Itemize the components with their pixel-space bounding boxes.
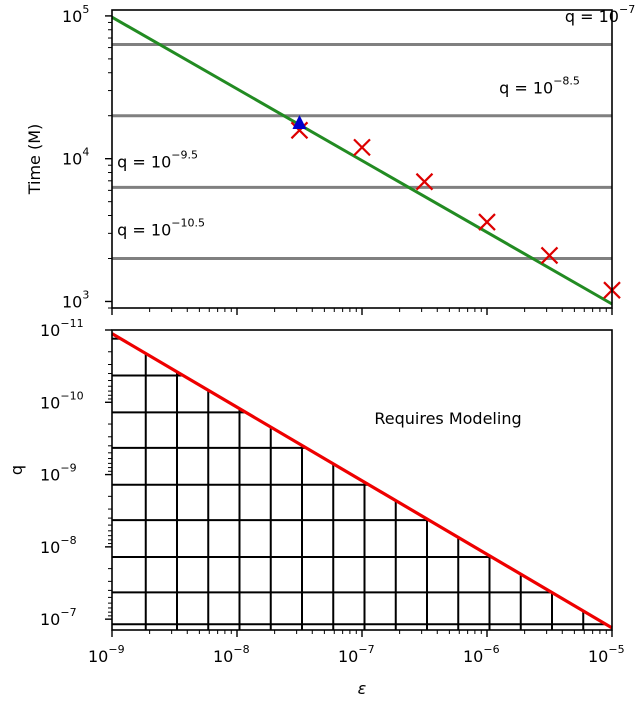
triangle-marker <box>292 114 307 129</box>
x-tick-label: 10−6 <box>463 643 500 666</box>
grid-cell-group <box>112 337 606 630</box>
bottom-y-axis-label: q <box>7 465 26 475</box>
x-tick-label: 10−5 <box>588 643 625 666</box>
y-tick-label: 10−9 <box>40 462 77 485</box>
y-tick-label: 105 <box>62 3 89 26</box>
y-tick-label: 10−11 <box>40 317 84 340</box>
y-tick-label: 104 <box>62 146 89 169</box>
bottom-panel: Requires Modeling 10−11 10−10 10−9 10−8 10−7… <box>7 317 625 698</box>
top-y-tick-labels: 103 104 105 <box>62 3 89 312</box>
hline-group <box>112 43 612 260</box>
requires-modeling-annotation: Requires Modeling <box>374 409 521 428</box>
x-tick-label: 10−8 <box>213 643 250 666</box>
x-tick-label: 10−9 <box>88 643 125 666</box>
y-tick-label: 103 <box>62 288 89 311</box>
cross-marker <box>415 172 434 191</box>
y-tick-label: 10−7 <box>40 606 77 629</box>
hline-label: q = 10−10.5 <box>117 216 205 239</box>
top-panel: q = 10−7.5 q = 10−8.5 q = 10−9.5 q = 10−10.… <box>25 3 635 315</box>
cross-marker <box>353 138 371 157</box>
y-tick-label: 10−10 <box>40 389 84 412</box>
y-tick-label: 10−8 <box>40 534 77 557</box>
cross-marker <box>290 121 309 140</box>
cross-marker <box>478 213 496 231</box>
fit-line <box>111 15 613 306</box>
bottom-x-tick-labels: 10−9 10−8 10−7 10−6 10−5 <box>88 643 625 666</box>
bottom-y-tick-labels: 10−11 10−10 10−9 10−8 10−7 <box>40 317 84 629</box>
bottom-axes-frame <box>111 329 613 631</box>
hline-label: q = 10−9.5 <box>117 148 198 171</box>
x-tick-label: 10−7 <box>338 643 375 666</box>
cross-marker-group <box>290 121 621 299</box>
hline-label-group: q = 10−7.5 q = 10−8.5 q = 10−9.5 q = 10−10.… <box>117 3 635 240</box>
top-axes-frame <box>111 9 613 309</box>
cross-marker <box>540 246 559 265</box>
bottom-x-axis-label: ε <box>358 679 367 698</box>
hline-label: q = 10−8.5 <box>499 75 580 98</box>
hline-label: q = 10−7.5 <box>565 3 635 26</box>
boundary-line <box>111 332 613 630</box>
top-y-axis-label: Time (M) <box>25 124 44 196</box>
